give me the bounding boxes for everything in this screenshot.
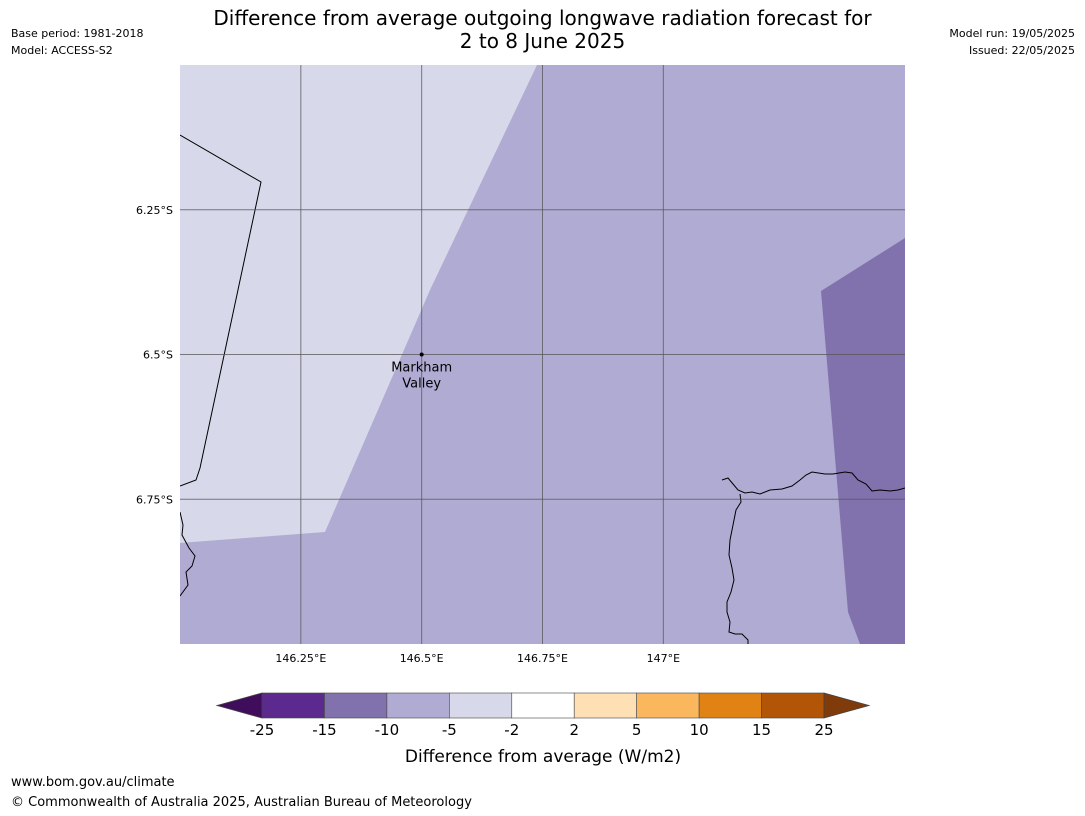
colorbar-segment <box>511 692 575 719</box>
colorbar-extend-low <box>215 692 263 719</box>
coastline-west <box>180 134 262 487</box>
colorbar-segment <box>386 692 450 719</box>
model-run-text: Model run: 19/05/2025 <box>949 27 1075 40</box>
colorbar-tick-label: -2 <box>504 721 519 739</box>
colorbar-segment <box>261 692 325 719</box>
footer-url: www.bom.gov.au/climate <box>11 775 175 790</box>
latitude-labels: 6.25°S 6.5°S 6.75°S <box>136 204 173 507</box>
colorbar-tick-label: 10 <box>690 721 709 739</box>
title-line-1: Difference from average outgoing longwav… <box>213 6 872 30</box>
footer-copyright: © Commonwealth of Australia 2025, Austra… <box>11 795 472 810</box>
colorbar-tick-label: -15 <box>312 721 337 739</box>
colorbar-segment <box>698 692 762 719</box>
colorbar-segment <box>636 692 700 719</box>
longitude-labels: 146.25°E 146.5°E 146.75°E 147°E <box>275 652 680 665</box>
river-line <box>726 493 749 644</box>
base-period-text: Base period: 1981-2018 <box>11 27 144 40</box>
map-area <box>180 65 905 644</box>
model-text: Model: ACCESS-S2 <box>11 44 113 57</box>
header-left: Base period: 1981-2018 Model: ACCESS-S2 <box>11 25 143 59</box>
colorbar-tick-label: 5 <box>632 721 642 739</box>
lat-tick-label: 6.25°S <box>136 204 173 217</box>
colorbar-tick-label: -10 <box>375 721 400 739</box>
anomaly-band-minus15-to-minus10 <box>821 238 905 644</box>
lon-tick-label: 146.75°E <box>517 652 568 665</box>
grid-lines <box>180 65 905 644</box>
lat-tick-label: 6.75°S <box>136 493 173 506</box>
issued-text: Issued: 22/05/2025 <box>968 44 1075 57</box>
colorbar-tick-label: -5 <box>442 721 457 739</box>
coastline-east <box>721 471 905 495</box>
colorbar-segment <box>324 692 388 719</box>
lat-tick-label: 6.5°S <box>143 349 173 362</box>
header-right: Model run: 19/05/2025 Issued: 22/05/2025 <box>949 25 1075 59</box>
location-label-line-1: Markham <box>391 361 452 376</box>
colorbar-tick-label: 25 <box>814 721 833 739</box>
page-title: Difference from average outgoing longwav… <box>180 7 905 53</box>
colorbar-segment <box>449 692 513 719</box>
location-dot <box>419 352 424 357</box>
colorbar-tick-label: -25 <box>250 721 275 739</box>
colorbar-segment <box>761 692 825 719</box>
lon-tick-label: 147°E <box>647 652 680 665</box>
colorbar-tick-label: 2 <box>569 721 579 739</box>
colorbar-tick-label: 15 <box>752 721 771 739</box>
colorbar-extend-high <box>823 692 871 719</box>
anomaly-band-minus5-to-minus2 <box>180 65 537 543</box>
coastline-southwest <box>180 511 196 597</box>
title-line-2: 2 to 8 June 2025 <box>459 29 626 53</box>
colorbar-label: Difference from average (W/m2) <box>405 747 681 767</box>
lon-tick-label: 146.5°E <box>400 652 444 665</box>
lon-tick-label: 146.25°E <box>275 652 326 665</box>
colorbar-segment <box>573 692 637 719</box>
location-label-line-2: Valley <box>402 377 441 392</box>
